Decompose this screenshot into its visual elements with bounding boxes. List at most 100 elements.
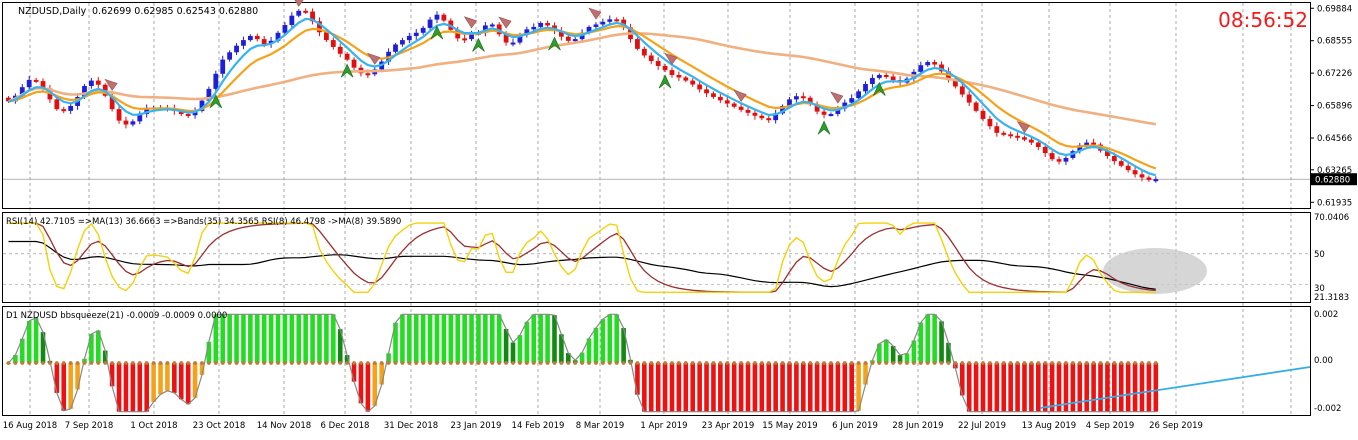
buy-arrow-icon[interactable] [658,74,672,89]
ohlc-readout: 0.62699 0.62985 0.62543 0.62880 [92,6,258,17]
candle-body [738,106,744,110]
candle-body [1153,179,1159,182]
buy-arrow-icon[interactable] [873,81,886,96]
momentum-bar [331,314,336,363]
squeeze-dot [559,361,564,365]
sell-arrow-icon[interactable] [664,52,678,65]
candle-body [1035,142,1041,147]
candle-body [1139,174,1145,178]
momentum-bar [718,363,723,412]
momentum-bar [303,314,308,363]
trendline[interactable] [1039,366,1311,409]
momentum-bar [254,314,260,363]
momentum-bar [711,363,716,412]
momentum-bar [344,355,350,363]
squeeze-dot [117,361,121,365]
squeeze-dot [994,361,999,365]
sell-arrow-icon[interactable] [733,89,747,102]
squeeze-dot [1119,361,1124,365]
squeeze-dot [670,361,674,365]
momentum-bar [883,339,889,363]
squeeze-dot [289,361,294,365]
squeeze-dot [20,361,25,365]
momentum-bar [821,363,827,412]
time-axis-label: 6 Jun 2019 [832,421,878,431]
candle-body [807,97,813,105]
candle-body [144,107,150,115]
candle-body [1091,142,1097,145]
momentum-bar [324,314,329,363]
momentum-bar [1042,363,1048,412]
momentum-bar [496,314,502,363]
candle-body [793,96,799,100]
time-axis-label: 6 Dec 2018 [321,421,370,431]
buy-arrow-icon[interactable] [430,25,444,40]
momentum-bar [427,314,433,363]
momentum-bar [489,314,495,363]
candle-body [427,19,433,28]
buy-arrow-icon[interactable] [472,37,485,52]
squeeze-dot [1112,361,1117,365]
momentum-bar [953,363,958,369]
momentum-bar [939,321,944,363]
sell-arrow-icon[interactable] [292,0,304,7]
sell-arrow-icon[interactable] [588,7,602,20]
buy-arrow-icon[interactable] [209,94,223,109]
sell-arrow-icon[interactable] [498,16,512,29]
squeeze-dot [241,361,246,365]
rsi-fast-line [8,222,1156,293]
squeeze-dot [822,361,826,365]
momentum-bar [966,363,972,412]
buy-arrow-icon[interactable] [548,36,561,51]
momentum-bar [697,363,702,412]
momentum-bar [759,363,765,412]
sell-arrow-icon[interactable] [830,91,844,104]
momentum-bar [116,363,122,412]
squeeze-dot [283,361,287,365]
time-axis-label: 13 Aug 2019 [1022,421,1076,431]
sell-arrow-icon[interactable] [463,16,478,29]
candle-body [261,39,267,44]
squeeze-dot [1064,361,1068,365]
squeeze-dot [310,361,315,365]
squeeze-dot [884,361,889,365]
sell-arrow-icon[interactable] [1016,121,1030,134]
symbol-title: NZDUSD,Daily [18,6,87,17]
candle-body [890,76,896,81]
sell-arrow-icon[interactable] [104,78,118,91]
squeeze-axis-label: -0.002 [1314,404,1341,414]
time-axis-label: 7 Sep 2018 [65,421,113,431]
squeeze-dot [953,361,958,365]
candle-body [413,32,419,36]
current-price-label: 0.62880 [1315,176,1350,186]
candle-body [503,34,509,43]
candle-body [1063,157,1069,162]
momentum-bar [724,363,730,412]
squeeze-dot [296,361,301,365]
momentum-bar [503,328,509,363]
momentum-bar [137,363,143,412]
sell-arrow-icon[interactable] [367,52,381,65]
candle-body [213,73,219,89]
time-axis-label: 23 Apr 2019 [702,421,755,431]
candle-body [711,93,716,97]
momentum-bar [704,363,709,412]
candle-body [1008,134,1014,137]
momentum-bar [96,330,101,363]
momentum-bar [731,363,737,412]
time-axis-label: 1 Apr 2019 [640,421,687,431]
candle-body [1111,156,1117,162]
candle-body [759,115,765,119]
squeeze-dot [1084,361,1089,365]
squeeze-dot [773,361,778,365]
momentum-bar [144,363,149,412]
squeeze-dot [103,361,108,365]
squeeze-dot [89,361,94,365]
candle-body [662,65,668,71]
buy-arrow-icon[interactable] [340,63,354,78]
time-axis-label: 31 Dec 2018 [384,421,438,431]
rsi-panel[interactable] [2,212,1311,303]
buy-arrow-icon[interactable] [817,120,831,135]
